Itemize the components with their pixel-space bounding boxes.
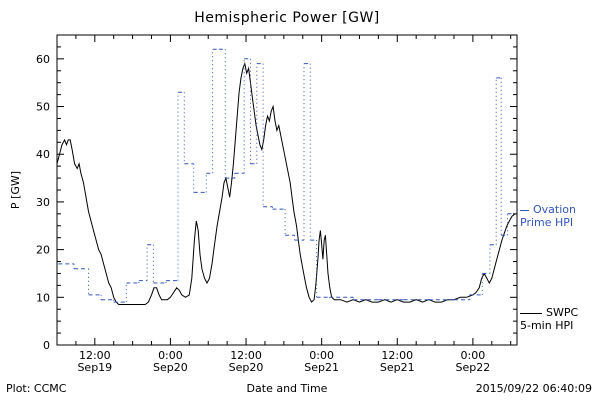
legend-swpc-label1: SWPC bbox=[546, 306, 579, 319]
svg-text:Sep21: Sep21 bbox=[304, 361, 339, 374]
svg-text:10: 10 bbox=[36, 291, 50, 304]
legend-ovation-label1: Ovation bbox=[533, 203, 576, 216]
svg-text:50: 50 bbox=[36, 101, 50, 114]
legend-ovation-label2: Prime HPI bbox=[520, 216, 574, 229]
ovation-line-sample-icon bbox=[520, 209, 529, 211]
plot-timestamp: 2015/09/22 06:40:09 bbox=[475, 382, 592, 395]
legend-swpc: SWPC 5-min HPI bbox=[520, 306, 578, 332]
svg-text:12:00: 12:00 bbox=[79, 349, 111, 362]
plot-credit: Plot: CCMC bbox=[6, 382, 67, 395]
x-axis-label: Date and Time bbox=[246, 382, 328, 395]
legend-swpc-label2: 5-min HPI bbox=[520, 319, 574, 332]
svg-text:30: 30 bbox=[36, 196, 50, 209]
legend-ovation: Ovation Prime HPI bbox=[520, 203, 576, 229]
svg-text:Sep20: Sep20 bbox=[153, 361, 188, 374]
legend-ovation-line1: Ovation bbox=[520, 203, 576, 216]
svg-text:12:00: 12:00 bbox=[230, 349, 262, 362]
swpc-line-sample-icon bbox=[520, 312, 542, 314]
svg-text:0:00: 0:00 bbox=[309, 349, 334, 362]
svg-text:0:00: 0:00 bbox=[158, 349, 183, 362]
svg-text:Sep20: Sep20 bbox=[229, 361, 264, 374]
svg-text:60: 60 bbox=[36, 53, 50, 66]
svg-text:40: 40 bbox=[36, 148, 50, 161]
svg-text:0:00: 0:00 bbox=[461, 349, 486, 362]
chart-title: Hemispheric Power [GW] bbox=[194, 10, 380, 26]
svg-text:Sep21: Sep21 bbox=[380, 361, 415, 374]
svg-text:0: 0 bbox=[43, 339, 50, 352]
legend-swpc-line1: SWPC bbox=[520, 306, 578, 319]
svg-text:Sep19: Sep19 bbox=[77, 361, 112, 374]
svg-text:Sep22: Sep22 bbox=[456, 361, 491, 374]
svg-text:12:00: 12:00 bbox=[381, 349, 413, 362]
svg-text:20: 20 bbox=[36, 244, 50, 257]
